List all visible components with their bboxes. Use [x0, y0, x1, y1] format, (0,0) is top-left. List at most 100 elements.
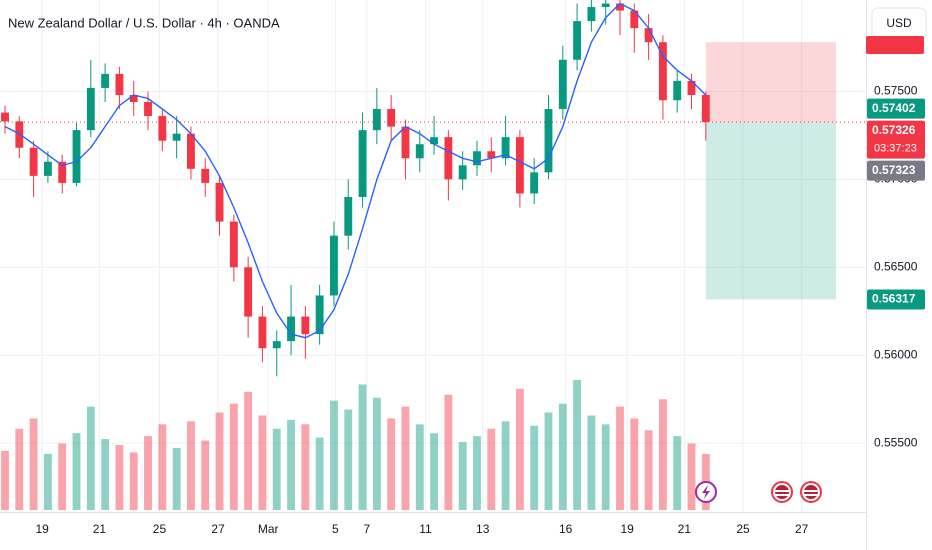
x-tick-label: 19: [620, 522, 634, 536]
y-tick-label: 0.55500: [874, 435, 918, 449]
candle-body: [201, 168, 210, 183]
candle-body: [115, 73, 124, 95]
y-tick-label: 0.56500: [874, 259, 918, 273]
price-label-bg: [867, 160, 925, 181]
candle-body: [58, 161, 67, 183]
volume-bar: [86, 406, 95, 510]
volume-bar: [587, 415, 596, 510]
candle-body: [29, 147, 38, 176]
volume-bar: [29, 418, 38, 510]
plot: [0, 0, 866, 510]
candle-body: [501, 137, 510, 159]
candle-body: [430, 137, 439, 145]
volume-bar: [458, 442, 467, 510]
volume-bar: [501, 421, 510, 510]
candle-body: [129, 94, 138, 102]
candle-body: [287, 316, 295, 342]
volume-bar: [644, 430, 653, 510]
volume-bar: [401, 406, 410, 510]
candle-body: [415, 144, 424, 159]
stop-zone: [705, 42, 836, 123]
volume-bar: [415, 424, 424, 510]
candle-body: [229, 221, 238, 268]
price-label-bg: [867, 289, 925, 310]
volume-bar: [358, 384, 367, 510]
candle-body: [244, 267, 253, 317]
volume-bar: [158, 424, 167, 510]
volume-bar: [673, 436, 682, 510]
candle-body: [644, 28, 653, 43]
price-label-bg: [867, 98, 925, 119]
candle-body: [158, 116, 167, 141]
candle-body: [616, 3, 624, 11]
volume-bar: [515, 388, 524, 510]
candle-body: [344, 196, 353, 236]
volume-bar: [187, 421, 195, 510]
candle-body: [72, 130, 81, 183]
flag-stripe: [775, 490, 789, 492]
candle-body: [272, 341, 281, 349]
event-icon-bolt: [702, 485, 710, 499]
price-label: 0.57323: [872, 163, 916, 177]
x-tick-label: Mar: [258, 522, 279, 536]
volume-bar: [430, 433, 439, 510]
price-label-bg: [867, 120, 925, 159]
axes: 0.555000.560000.565000.570000.5750019212…: [36, 84, 918, 537]
candle-body: [358, 130, 367, 197]
candle-body: [701, 94, 710, 123]
volume-bar: [15, 428, 24, 510]
candle-body: [43, 161, 52, 176]
candle-body: [187, 133, 195, 169]
target-zone: [705, 122, 836, 300]
candle-body: [487, 151, 496, 159]
volume-bar: [58, 443, 67, 510]
event-icons: [695, 481, 822, 503]
volume-bar: [658, 399, 667, 510]
x-tick-label: 11: [419, 522, 432, 536]
volume-bar: [544, 412, 553, 510]
x-tick-label: 21: [93, 522, 107, 536]
stop-label: [866, 36, 924, 54]
candle-body: [530, 172, 539, 194]
volume-bar: [301, 424, 310, 510]
volume-bar: [129, 452, 138, 510]
volume-bar: [687, 443, 696, 510]
price-label: 0.57326: [872, 123, 916, 137]
candle-body: [473, 151, 481, 166]
candle-body: [658, 42, 667, 101]
volume-bar: [372, 397, 381, 510]
moving-average: [4, 2, 707, 339]
volume-bar: [387, 418, 396, 510]
candle-body: [330, 235, 338, 296]
flag-stripe: [804, 494, 818, 496]
flag-stripe: [804, 490, 818, 492]
candle-body: [301, 316, 310, 335]
candle-body: [558, 59, 567, 110]
volume-bar: [72, 433, 81, 510]
x-tick-label: 25: [736, 522, 750, 536]
volume-bar: [287, 419, 295, 510]
price-label: 0.56317: [872, 292, 916, 306]
volume-bar: [272, 428, 281, 510]
volume-bar: [215, 412, 224, 510]
volume-bar: [1, 450, 9, 510]
candle-body: [101, 73, 110, 88]
candle-body: [258, 316, 267, 349]
volume-bar: [530, 425, 539, 510]
volume-bar: [344, 409, 353, 510]
candle-body: [315, 295, 324, 335]
candle-body: [673, 80, 682, 101]
candle-body: [86, 87, 95, 131]
volume-bar: [229, 403, 238, 510]
candle-body: [1, 112, 9, 122]
currency-label: USD: [886, 16, 912, 30]
volume-bar: [330, 400, 338, 510]
candle-body: [587, 7, 596, 22]
volume-bar: [573, 380, 582, 510]
volume-bar: [601, 424, 610, 510]
candle-body: [601, 3, 610, 8]
volume-bar: [144, 436, 152, 510]
volume-bar: [258, 415, 267, 510]
x-tick-label: 19: [36, 522, 50, 536]
